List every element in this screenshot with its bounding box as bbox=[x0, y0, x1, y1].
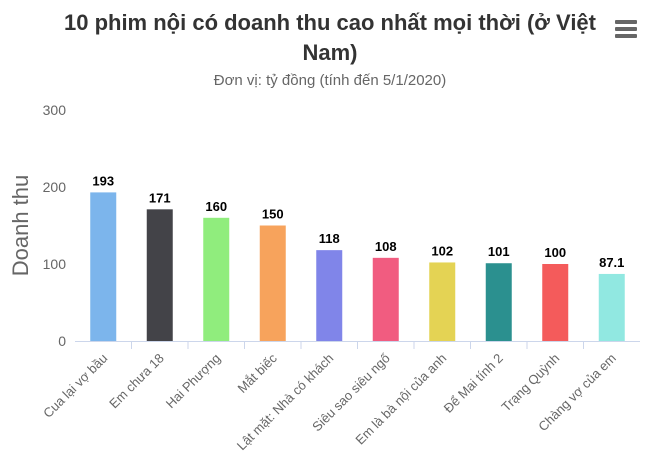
data-label: 100 bbox=[544, 245, 566, 260]
bar bbox=[485, 263, 512, 341]
x-tick-label: Hai Phượng bbox=[163, 351, 224, 412]
data-label: 118 bbox=[319, 231, 340, 246]
x-tick-label: Em chưa 18 bbox=[106, 351, 167, 412]
y-tick-label: 0 bbox=[58, 333, 66, 349]
data-label: 108 bbox=[375, 239, 397, 254]
data-label: 150 bbox=[262, 207, 284, 222]
x-tick-label: Cua lại vợ bầu bbox=[40, 351, 110, 421]
bar bbox=[146, 209, 173, 341]
chart-menu-button[interactable] bbox=[612, 16, 642, 42]
bar bbox=[372, 257, 399, 341]
data-label: 171 bbox=[149, 190, 171, 205]
data-label: 193 bbox=[92, 173, 114, 188]
x-tick-label: Lật mặt: Nhà có khách bbox=[234, 351, 337, 454]
data-label: 101 bbox=[488, 244, 510, 259]
y-tick-label: 200 bbox=[43, 179, 67, 195]
bar bbox=[598, 273, 625, 341]
bar bbox=[429, 262, 456, 341]
bar bbox=[203, 217, 230, 341]
data-label: 160 bbox=[205, 199, 227, 214]
bar bbox=[316, 250, 343, 341]
y-axis-title: Doanh thu bbox=[8, 175, 33, 277]
chart-title: 10 phim nội có doanh thu cao nhất mọi th… bbox=[63, 10, 596, 65]
chart-subtitle: Đơn vị: tỷ đồng (tính đến 5/1/2020) bbox=[213, 72, 447, 89]
data-label: 102 bbox=[431, 243, 453, 258]
y-tick-label: 100 bbox=[43, 256, 67, 272]
bar bbox=[259, 225, 286, 341]
y-tick-label: 300 bbox=[43, 102, 67, 118]
x-tick-label: Mắt biếc bbox=[235, 350, 281, 396]
data-label: 87.1 bbox=[599, 255, 624, 270]
bar bbox=[542, 264, 569, 341]
bar bbox=[90, 192, 117, 341]
x-tick-label: Để Mai tính 2 bbox=[441, 351, 506, 416]
